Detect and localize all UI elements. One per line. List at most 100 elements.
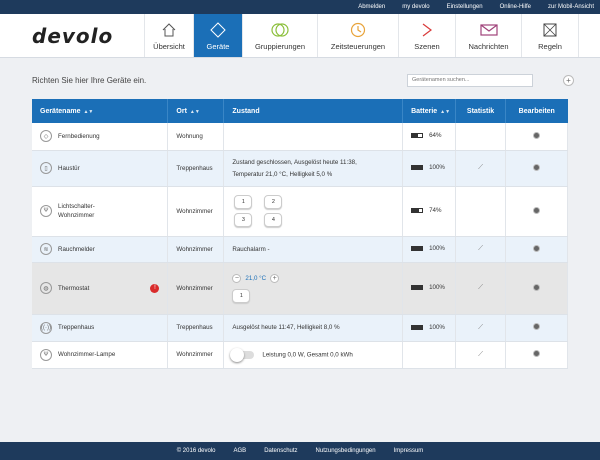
devices-icon (210, 20, 226, 40)
table-row: ▯ Haustür Treppenhaus Zustand geschlossen… (32, 150, 568, 187)
nav-messages-label: Nachrichten (468, 42, 509, 51)
mobile-view-link[interactable]: zur Mobil-Ansicht (547, 4, 594, 10)
lamp-power-toggle[interactable] (230, 347, 255, 362)
statistics-chart-icon[interactable]: ⟋ (478, 284, 483, 291)
scenes-icon (419, 20, 435, 40)
nav-devices[interactable]: Geräte (193, 14, 242, 57)
battery-value (402, 341, 457, 369)
switch-button-1[interactable]: 1 (234, 195, 253, 209)
switch-button-3[interactable]: 3 (234, 213, 253, 227)
battery-icon (411, 208, 424, 213)
nav-scenes[interactable]: Szenen (398, 14, 455, 57)
groups-icon (271, 20, 289, 40)
battery-icon (411, 165, 424, 170)
battery-value: 74% (429, 207, 442, 214)
device-location: Wohnzimmer (167, 262, 225, 315)
device-location: Treppenhaus (167, 314, 225, 342)
footer-link-terms[interactable]: Nutzungsbedingungen (315, 448, 376, 454)
device-name[interactable]: Rauchmelder (58, 245, 95, 253)
logout-link[interactable]: Abmelden (358, 4, 386, 10)
device-name[interactable]: Fernbedienung (58, 132, 100, 140)
motion-sensor-icon: ((·)) (40, 321, 52, 334)
thermostat-mode-button[interactable]: 1 (232, 288, 251, 303)
top-utility-bar: Abmelden my devolo Einstellungen Online-… (0, 0, 600, 14)
device-name[interactable]: Haustür (58, 164, 80, 172)
device-state-line2: Temperatur 21,0 °C, Helligkeit 5,0 % (232, 170, 333, 178)
device-name[interactable]: Lichtschalter-Wohnzimmer (58, 203, 95, 219)
device-location: Wohnzimmer (167, 236, 225, 263)
thermostat-icon: ◍ (40, 282, 52, 294)
device-name[interactable]: Treppenhaus (58, 324, 95, 331)
device-list-header: Richten Sie hier Ihre Geräte ein. + (32, 72, 574, 88)
my-devolo-link[interactable]: my devolo (402, 4, 430, 10)
table-row: ◍ Thermostat! Wohnzimmer − 21,0 °C + 1 10… (32, 262, 568, 315)
switch-button-2[interactable]: 2 (264, 195, 283, 209)
light-switch-icon: Ψ (40, 205, 52, 217)
battery-icon (411, 324, 424, 330)
device-state-line1: Zustand geschlossen, Ausgelöst heute 11:… (232, 158, 357, 166)
home-icon (161, 20, 177, 40)
battery-value: 100% (429, 284, 445, 291)
edit-gear-icon[interactable] (533, 283, 540, 291)
nav-groups[interactable]: Gruppierungen (242, 14, 317, 57)
col-header-name[interactable]: Gerätename ▲▼ (32, 99, 169, 123)
table-row: ((·)) Treppenhaus Treppenhaus Ausgelöst h… (32, 314, 568, 342)
col-header-battery[interactable]: Batterie ▲▼ (402, 99, 457, 123)
edit-gear-icon[interactable] (533, 206, 540, 214)
device-state (223, 123, 404, 151)
main-navigation: devolo Übersicht Geräte Gruppierungen Ze… (0, 14, 600, 58)
edit-gear-icon[interactable] (533, 131, 540, 139)
device-search-input[interactable] (407, 73, 533, 87)
devolo-logo[interactable]: devolo (32, 23, 114, 48)
edit-gear-icon[interactable] (533, 350, 540, 357)
lamp-icon: Ψ (40, 348, 52, 361)
statistics-chart-icon[interactable]: ⟋ (478, 245, 483, 252)
settings-link[interactable]: Einstellungen (446, 4, 483, 10)
edit-gear-icon[interactable] (533, 163, 540, 171)
device-location: Wohnung (167, 123, 225, 151)
nav-overview[interactable]: Übersicht (144, 14, 193, 57)
online-help-link[interactable]: Online-Hilfe (499, 4, 531, 10)
copyright: © 2016 devolo (176, 448, 216, 454)
nav-rules-label: Regeln (538, 42, 562, 51)
table-row: Ψ Wohnzimmer-Lampe Wohnzimmer Leistung 0,… (32, 341, 568, 369)
nav-overview-label: Übersicht (153, 42, 185, 51)
statistics-chart-icon[interactable]: ⟋ (478, 164, 483, 171)
footer-link-privacy[interactable]: Datenschutz (264, 448, 298, 454)
nav-schedules[interactable]: Zeitsteuerungen (317, 14, 398, 57)
nav-scenes-label: Szenen (414, 42, 440, 51)
nav-groups-label: Gruppierungen (254, 42, 306, 51)
warning-icon[interactable]: ! (150, 283, 160, 293)
edit-gear-icon[interactable] (533, 244, 540, 252)
target-temperature: 21,0 °C (245, 274, 267, 282)
device-name[interactable]: Thermostat (58, 284, 90, 292)
battery-value: 64% (429, 132, 442, 140)
device-name[interactable]: Wohnzimmer-Lampe (58, 351, 116, 358)
edit-gear-icon[interactable] (533, 323, 540, 330)
battery-value: 100% (429, 323, 445, 331)
device-state: Rauchalarm - (223, 236, 404, 263)
table-row: Ψ Lichtschalter-Wohnzimmer Wohnzimmer 1 2… (32, 186, 568, 237)
door-sensor-icon: ▯ (40, 162, 52, 174)
table-row: ≋ Rauchmelder Wohnzimmer Rauchalarm - 100… (32, 236, 568, 263)
statistics-chart-icon[interactable]: ⟋ (478, 323, 483, 331)
nav-messages[interactable]: Nachrichten (455, 14, 521, 57)
statistics-chart-icon[interactable]: ⟋ (478, 350, 483, 358)
device-state: Leistung 0,0 W, Gesamt 0,0 kWh (262, 351, 353, 359)
nav-schedules-label: Zeitsteuerungen (330, 42, 386, 51)
nav-rules[interactable]: Regeln (521, 14, 579, 57)
nav-devices-label: Geräte (206, 42, 230, 51)
battery-icon (411, 285, 424, 290)
table-header-row: Gerätename ▲▼ Ort ▲▼ Zustand Batterie ▲▼ St… (32, 99, 568, 123)
temperature-increase-button[interactable]: + (270, 273, 280, 283)
battery-value: 100% (429, 245, 445, 252)
add-device-button[interactable]: + (563, 74, 574, 86)
switch-button-4[interactable]: 4 (264, 213, 283, 227)
temperature-decrease-button[interactable]: − (232, 273, 242, 283)
footer-link-agb[interactable]: AGB (233, 448, 247, 454)
footer-link-imprint[interactable]: Impressum (393, 448, 424, 454)
table-row: ◇ Fernbedienung Wohnung 64% (32, 123, 568, 151)
col-header-location[interactable]: Ort ▲▼ (167, 99, 225, 123)
col-header-statistics: Statistik (455, 99, 507, 123)
clock-icon (350, 20, 366, 40)
